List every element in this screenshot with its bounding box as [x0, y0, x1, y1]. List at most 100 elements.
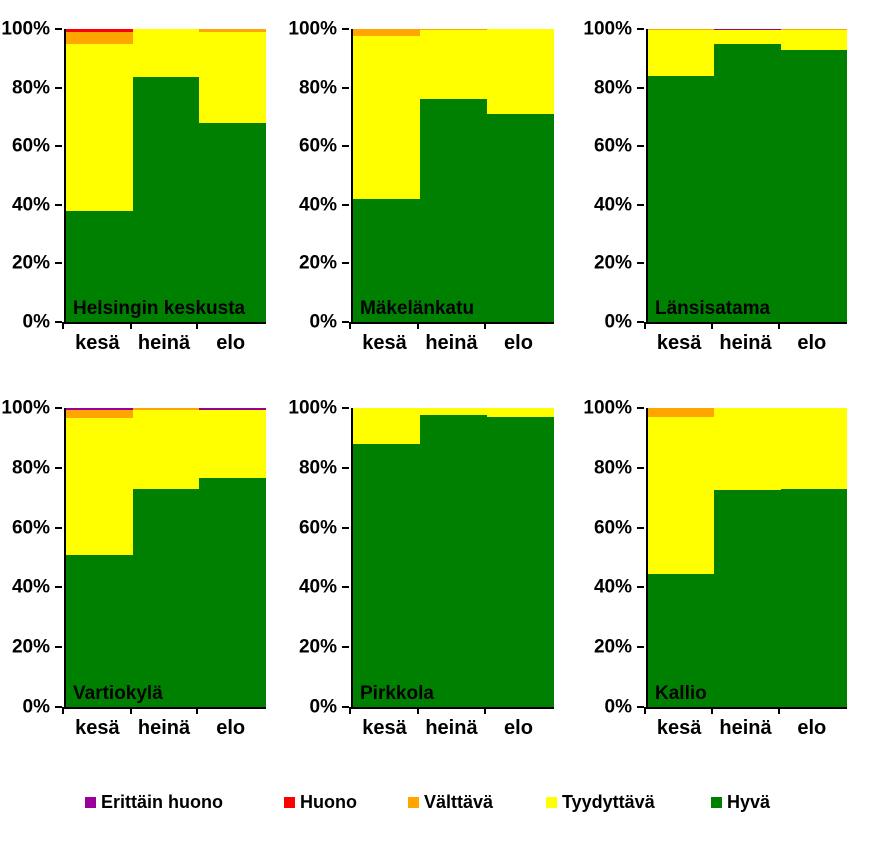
y-axis-tick: [342, 706, 349, 708]
legend-label: Välttävä: [424, 792, 494, 812]
y-axis-tick: [342, 145, 349, 148]
segment-hyva-kesa: [66, 554, 133, 707]
chart-vartiokyla: Vartiokylä 100% 80% 60% 40% 20% 0% kesä heinä elo: [1, 399, 266, 738]
y-axis-label: 60%: [11, 135, 50, 157]
chart-kallio: Kallio 100% 80% 60% 40% 20% 0% kesä heinä elo: [583, 399, 847, 738]
y-axis-tick: [55, 145, 62, 148]
x-axis-tick: [196, 707, 199, 714]
x-axis-label-elo: elo: [797, 717, 827, 739]
y-axis-tick: [55, 86, 62, 89]
x-axis-tick: [644, 322, 646, 329]
x-axis-label-kesa: kesä: [75, 717, 120, 739]
segment-hyva-elo: [780, 488, 847, 707]
legend-label: Erittäin huono: [101, 792, 223, 812]
y-axis-tick: [342, 407, 349, 409]
chart-title: Pirkkola: [360, 683, 434, 704]
y-axis-label: 40%: [11, 576, 50, 598]
y-axis-tick: [55, 586, 62, 589]
segment-valttava-kesa: [66, 409, 133, 419]
plot-area: Länsisatama: [646, 29, 847, 324]
x-axis-label-elo: elo: [797, 332, 827, 354]
bar-kesa: [353, 29, 420, 322]
valttava-swatch-icon: [408, 796, 419, 808]
segment-valttava-elo: [199, 29, 266, 32]
x-axis-label-heina: heinä: [719, 332, 772, 354]
chart-pirkkola: Pirkkola 100% 80% 60% 40% 20% 0% kesä heinä elo: [288, 399, 554, 738]
segment-hyva-heina: [132, 488, 200, 707]
x-axis-label-heina: heinä: [425, 717, 478, 739]
x-axis-tick: [777, 707, 780, 714]
x-axis-label-elo: elo: [504, 332, 533, 354]
bar-kesa: [353, 408, 420, 707]
x-axis-label-heina: heinä: [137, 717, 191, 739]
x-axis-label-heina: heinä: [719, 717, 772, 739]
x-axis-label-kesa: kesä: [75, 332, 120, 354]
legend-item-huono: Huono: [284, 789, 357, 815]
y-axis-tick: [637, 28, 644, 30]
segment-erittain-huono-kesa: [66, 408, 133, 410]
y-axis-label: 20%: [298, 252, 337, 274]
segment-hyva-elo: [486, 416, 554, 707]
y-axis-tick: [55, 28, 62, 30]
x-axis-tick: [416, 322, 419, 329]
bar-kesa: [648, 408, 715, 707]
y-axis-tick: [342, 646, 349, 649]
y-axis-label: 100%: [1, 397, 50, 419]
segment-tyydyttava-heina: [714, 408, 781, 491]
x-axis-tick: [62, 322, 64, 329]
bar-elo: [486, 29, 554, 322]
y-axis-tick: [342, 28, 349, 30]
y-axis-label: 40%: [11, 194, 50, 216]
y-axis-tick: [55, 646, 62, 649]
legend: Erittäin huono Huono Välttävä Tyydyttävä Hyv…: [0, 789, 888, 815]
bar-elo: [199, 29, 266, 322]
erittain-huono-swatch-icon: [85, 796, 96, 808]
y-axis-label: 100%: [288, 397, 337, 419]
y-axis-label: 0%: [309, 696, 337, 718]
segment-huono-kesa: [66, 29, 133, 32]
segment-tyydyttava-elo: [199, 409, 266, 479]
tyydyttava-swatch-icon: [546, 796, 557, 808]
y-axis-label: 20%: [593, 252, 632, 274]
y-axis-label: 20%: [593, 636, 632, 658]
x-axis-tick: [483, 707, 486, 714]
chart-makelankatu: Mäkelänkatu 100% 80% 60% 40% 20% 0% kesä heinä el…: [288, 20, 554, 353]
plot-area: Kallio: [646, 408, 847, 709]
y-axis-label: 80%: [593, 77, 632, 99]
segment-tyydyttava-heina: [419, 30, 487, 100]
x-axis-tick: [349, 707, 351, 714]
y-axis-label: 60%: [298, 135, 337, 157]
bar-kesa: [648, 29, 715, 322]
segment-tyydyttava-kesa: [66, 43, 133, 211]
x-axis-label-heina: heinä: [137, 332, 191, 354]
y-axis-label: 100%: [583, 18, 632, 40]
y-axis-tick: [55, 526, 62, 529]
x-axis-label-kesa: kesä: [656, 717, 702, 739]
y-axis-label: 80%: [298, 457, 337, 479]
y-axis-tick: [637, 466, 644, 469]
segment-tyydyttava-kesa: [66, 418, 133, 555]
segment-tyydyttava-elo: [780, 408, 847, 489]
x-axis-label-elo: elo: [216, 332, 246, 354]
segment-hyva-kesa: [353, 198, 420, 322]
plot-area: Vartiokylä: [64, 408, 266, 709]
segment-tyydyttava-heina: [132, 29, 200, 78]
y-axis-tick: [342, 86, 349, 89]
segment-valttava-kesa: [66, 31, 133, 44]
y-axis-tick: [637, 203, 644, 206]
y-axis-tick: [55, 706, 62, 708]
y-axis-tick: [637, 586, 644, 589]
x-axis-label-kesa: kesä: [362, 332, 407, 354]
y-axis-label: 60%: [11, 517, 50, 539]
y-axis-tick: [55, 466, 62, 469]
segment-hyva-heina: [714, 490, 781, 707]
y-axis-label: 0%: [604, 311, 632, 333]
y-axis-tick: [637, 86, 644, 89]
segment-erittain-huono-elo: [199, 408, 266, 410]
segment-hyva-heina: [714, 43, 781, 322]
segment-tyydyttava-heina: [714, 30, 781, 44]
y-axis-label: 40%: [298, 194, 337, 216]
x-axis-label-elo: elo: [504, 717, 533, 739]
y-axis-tick: [55, 407, 62, 409]
